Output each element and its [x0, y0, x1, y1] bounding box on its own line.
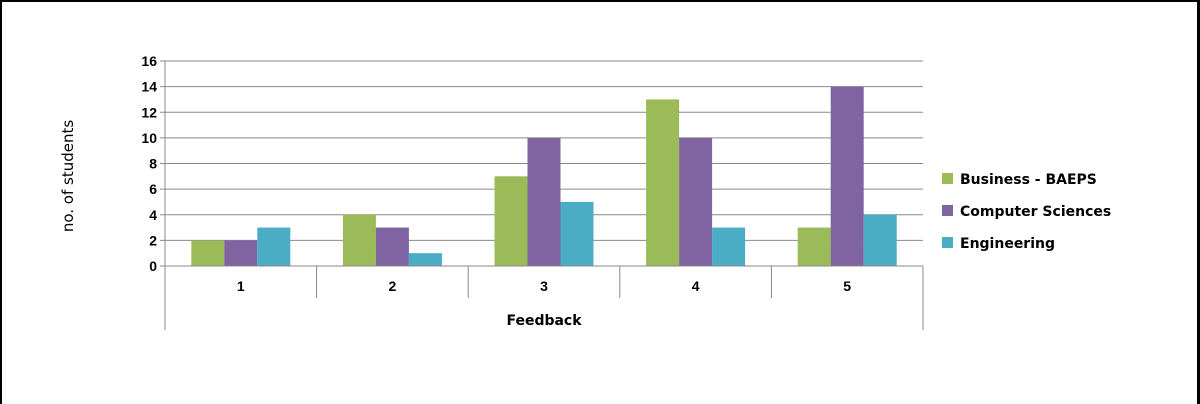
- x-tick-label: 5: [843, 278, 851, 294]
- x-tick-label: 1: [237, 278, 245, 294]
- y-tick-label: 2: [149, 232, 157, 248]
- bar: [191, 240, 225, 266]
- bar: [830, 86, 864, 266]
- y-axis-title: no. of students: [59, 120, 77, 233]
- x-tick-label: 2: [389, 278, 397, 294]
- legend-swatch: [942, 205, 953, 216]
- x-tick-label: 3: [540, 278, 548, 294]
- bar: [224, 240, 258, 266]
- legend-swatch: [942, 237, 953, 248]
- bar: [494, 176, 528, 266]
- legend-label: Engineering: [960, 236, 1055, 252]
- bar: [342, 214, 376, 266]
- legend-label: Business - BAEPS: [960, 172, 1097, 188]
- y-tick-label: 10: [141, 130, 157, 146]
- legend-label: Computer Sciences: [960, 204, 1111, 220]
- y-tick-label: 14: [141, 79, 157, 95]
- bar: [527, 137, 561, 266]
- bar: [408, 253, 442, 266]
- bar: [679, 137, 713, 266]
- y-tick-label: 16: [141, 53, 157, 69]
- y-tick-label: 12: [141, 104, 157, 120]
- bar: [257, 227, 291, 266]
- x-axis-title: Feedback: [506, 313, 582, 329]
- bar: [560, 201, 594, 266]
- bar: [712, 227, 746, 266]
- legend-swatch: [942, 173, 953, 184]
- bar: [646, 99, 680, 266]
- x-tick-label: 4: [692, 278, 700, 294]
- legend: Business - BAEPS Computer Sciences Enginee…: [942, 172, 1111, 252]
- y-tick-label: 8: [149, 156, 157, 172]
- y-tick-label: 0: [149, 258, 157, 274]
- axes: [160, 60, 924, 330]
- bar: [375, 227, 409, 266]
- bars: [191, 86, 897, 266]
- y-tick-label: 6: [149, 181, 157, 197]
- bar: [863, 214, 897, 266]
- bar: [797, 227, 831, 266]
- y-tick-label: 4: [149, 207, 157, 223]
